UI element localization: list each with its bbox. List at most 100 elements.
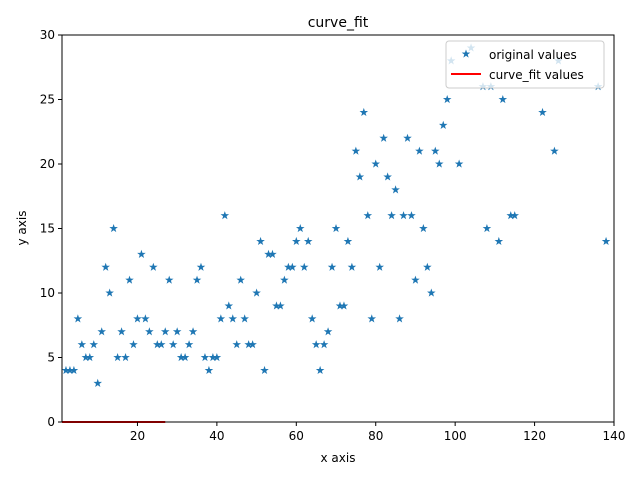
data-point	[208, 353, 218, 362]
data-point	[339, 301, 349, 310]
data-point	[355, 172, 365, 181]
data-point	[188, 327, 198, 336]
data-point	[383, 172, 392, 181]
data-point	[125, 275, 134, 284]
data-point	[89, 340, 99, 349]
y-tick-label: 20	[40, 157, 55, 171]
data-point	[427, 288, 436, 297]
data-point	[117, 327, 126, 336]
data-point	[168, 340, 178, 349]
chart-title: curve_fit	[308, 15, 369, 31]
data-point	[494, 236, 504, 246]
data-point	[431, 146, 440, 155]
data-point	[220, 211, 230, 220]
x-tick-label: 60	[289, 429, 304, 443]
data-point	[343, 236, 353, 246]
x-tick-label: 40	[209, 429, 224, 443]
data-point	[200, 353, 210, 362]
data-point	[315, 365, 325, 375]
data-point	[93, 378, 103, 387]
data-point	[407, 211, 416, 220]
data-point	[510, 211, 519, 220]
data-point	[391, 185, 400, 194]
data-point	[248, 340, 257, 349]
data-point	[180, 353, 190, 362]
data-point	[85, 353, 95, 362]
data-point	[192, 275, 202, 284]
data-point	[351, 146, 361, 155]
data-point	[303, 236, 313, 246]
data-point	[113, 353, 122, 362]
y-tick-label: 10	[40, 286, 55, 300]
data-point	[367, 314, 377, 323]
data-point	[268, 249, 277, 258]
data-point	[272, 301, 281, 310]
data-point	[399, 211, 408, 220]
legend-star	[461, 49, 471, 58]
data-point	[157, 340, 166, 349]
data-point	[498, 95, 508, 104]
data-point	[65, 365, 75, 375]
data-point	[196, 262, 206, 271]
data-point	[232, 340, 242, 349]
data-point	[129, 340, 138, 349]
data-point	[379, 133, 388, 142]
data-point	[97, 327, 106, 336]
data-point	[77, 340, 87, 349]
data-point	[137, 249, 146, 258]
legend-marker-original-values	[461, 49, 471, 58]
data-point	[216, 314, 226, 323]
data-point	[224, 301, 234, 310]
data-point	[133, 314, 142, 323]
x-tick-label: 20	[130, 429, 145, 443]
data-point	[61, 365, 71, 375]
data-point	[145, 327, 154, 336]
data-point	[295, 224, 305, 233]
x-tick-label: 100	[444, 429, 467, 443]
data-point	[387, 211, 396, 220]
data-point	[454, 159, 464, 168]
data-point	[160, 327, 170, 336]
legend-box	[445, 40, 605, 89]
x-tick-label: 140	[603, 429, 626, 443]
data-point	[121, 353, 130, 362]
data-point	[311, 340, 321, 349]
data-point	[240, 314, 249, 323]
data-point	[419, 224, 428, 233]
data-point	[363, 211, 373, 220]
data-point	[252, 288, 261, 297]
data-point	[359, 107, 369, 117]
data-point	[81, 353, 91, 362]
data-point	[601, 236, 611, 246]
y-tick-label: 25	[40, 93, 55, 107]
data-point	[442, 95, 452, 104]
y-axis: 0 5 10 15 20 25 30	[40, 28, 62, 429]
data-point	[375, 262, 384, 271]
legend-label-original-values: original values	[489, 48, 577, 62]
data-point	[395, 314, 404, 323]
legend: original values curve_fit values	[445, 40, 605, 89]
data-point	[149, 262, 158, 271]
data-point	[184, 340, 194, 349]
data-point	[411, 275, 420, 284]
data-point	[256, 236, 265, 246]
data-point	[153, 340, 162, 349]
data-point	[101, 262, 110, 271]
data-point	[236, 275, 245, 284]
data-point	[423, 262, 432, 271]
data-point	[292, 236, 301, 246]
data-point	[212, 353, 222, 362]
data-point	[550, 146, 559, 155]
data-point	[172, 327, 182, 336]
data-point	[288, 262, 297, 271]
x-tick-label: 120	[523, 429, 546, 443]
data-point	[264, 249, 273, 258]
y-axis-label: y axis	[15, 211, 29, 246]
data-point	[141, 314, 150, 323]
data-point	[105, 288, 114, 297]
data-point	[69, 365, 79, 375]
data-point	[307, 314, 317, 323]
data-point	[299, 262, 309, 271]
y-tick-label: 15	[40, 222, 55, 236]
